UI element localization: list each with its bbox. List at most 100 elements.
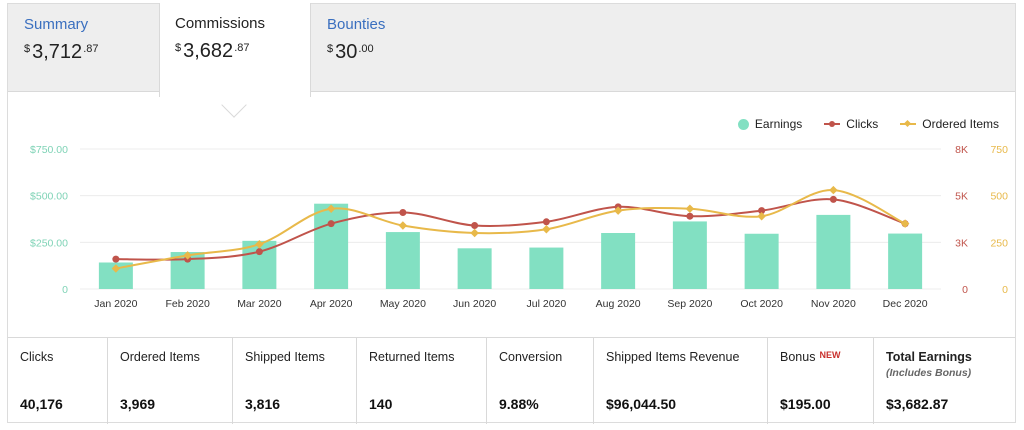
stat-total-earnings: Total Earnings (Includes Bonus) $3,682.8…	[874, 338, 1015, 424]
x-axis-tick-label: Aug 2020	[596, 298, 641, 310]
clicks-point	[829, 195, 837, 203]
tab-commissions-label: Commissions	[175, 15, 266, 32]
ordered-items-axis-tick-label: 500	[990, 191, 1008, 203]
left-axis-tick-label: $250.00	[30, 237, 68, 249]
amount-cents: .87	[83, 43, 99, 55]
earnings-bar	[744, 233, 779, 289]
left-axis-tick-label: 0	[62, 284, 68, 296]
clicks-point	[758, 207, 766, 215]
left-axis-tick-label: $750.00	[30, 144, 68, 156]
ordered-items-point	[326, 204, 336, 213]
chart-legend: Earnings Clicks Ordered Items	[737, 117, 999, 131]
stat-label: Returned Items	[369, 350, 455, 364]
stat-value: 9.88%	[499, 396, 539, 412]
tab-bounties[interactable]: Bounties $ 30 .00	[327, 4, 477, 92]
tab-bounties-label: Bounties	[327, 16, 386, 33]
stat-ordered-items: Ordered Items 3,969	[108, 338, 233, 424]
clicks-point	[686, 212, 694, 220]
stat-shipped-items-revenue: Shipped Items Revenue $96,044.50	[594, 338, 768, 424]
clicks-line	[115, 198, 906, 261]
tab-summary-label: Summary	[24, 16, 89, 33]
ordered-items-point	[829, 185, 838, 195]
clicks-point	[542, 218, 550, 226]
stat-label: Shipped Items	[245, 350, 325, 364]
legend-item-earnings[interactable]: Earnings	[737, 117, 803, 131]
stat-label: Bonus NEW	[780, 350, 873, 364]
x-axis-tick-label: Jul 2020	[527, 298, 567, 310]
legend-label: Earnings	[754, 117, 803, 131]
x-axis-tick-label: Mar 2020	[237, 298, 282, 310]
ordered-items-point	[470, 228, 479, 238]
currency-symbol: $	[327, 43, 334, 55]
clicks-axis-tick-label: 8K	[955, 144, 968, 156]
currency-symbol: $	[175, 42, 182, 54]
legend-label: Ordered Items	[922, 117, 999, 131]
earnings-bar	[816, 214, 851, 289]
amount-whole: 30	[335, 41, 358, 63]
left-axis-tick-label: $500.00	[30, 191, 68, 203]
earnings-dot-icon	[737, 118, 749, 130]
clicks-line-icon	[824, 119, 841, 129]
clicks-axis-tick-label: 5K	[955, 191, 968, 203]
tab-commissions[interactable]: Commissions $ 3,682 .87	[159, 3, 311, 97]
x-axis-tick-label: Jun 2020	[453, 298, 496, 310]
amount-whole: 3,682	[183, 40, 234, 62]
earnings-bar	[457, 248, 492, 289]
tab-bounties-amount: $ 30 .00	[327, 41, 477, 64]
ordered-items-axis-tick-label: 250	[990, 237, 1008, 249]
tab-commissions-amount: $ 3,682 .87	[175, 40, 310, 63]
x-axis-tick-label: Nov 2020	[811, 298, 856, 310]
x-axis-tick-label: May 2020	[380, 298, 426, 310]
legend-item-ordered-items[interactable]: Ordered Items	[900, 117, 999, 131]
tab-summary-amount: $ 3,712 .87	[24, 41, 154, 64]
earnings-bar	[672, 221, 707, 289]
stat-label: Shipped Items Revenue	[606, 350, 740, 364]
stat-label: Conversion	[499, 350, 563, 364]
ordered-items-line-icon	[900, 119, 917, 129]
ordered-items-point	[685, 204, 695, 213]
stat-conversion: Conversion 9.88%	[487, 338, 594, 424]
ordered-items-point	[398, 221, 408, 230]
ordered-items-point	[757, 211, 766, 221]
x-axis-tick-label: Feb 2020	[165, 298, 210, 310]
stat-label: Total Earnings	[886, 350, 972, 364]
clicks-axis-tick-label: 0	[962, 284, 968, 296]
ordered-items-point	[111, 264, 121, 273]
stat-label: Ordered Items	[120, 350, 200, 364]
clicks-point	[327, 220, 335, 228]
earnings-report-card: Summary $ 3,712 .87 Commissions $ 3,682 …	[7, 3, 1016, 424]
earnings-chart: 0 0 0 $250.00 3K 250 $500.00 5K 500 $750.00 8K 750 J…	[30, 144, 1008, 310]
stat-value: $96,044.50	[606, 396, 677, 412]
stats-row: Clicks 40,176 Ordered Items 3,969 Shippe…	[8, 337, 1015, 424]
stat-bonus: Bonus NEW $195.00	[768, 338, 874, 424]
stat-returned-items: Returned Items 140	[357, 338, 487, 424]
stat-value: 3,969	[120, 396, 156, 412]
stat-label: Clicks	[20, 350, 54, 364]
clicks-axis-tick-label: 3K	[955, 237, 968, 249]
earnings-bar	[385, 232, 420, 289]
stat-value: 3,816	[245, 396, 281, 412]
ordered-items-point	[255, 239, 264, 249]
x-axis-tick-label: Jan 2020	[94, 298, 137, 310]
legend-label: Clicks	[846, 117, 879, 131]
currency-symbol: $	[24, 43, 31, 55]
stat-label-text: Bonus	[780, 350, 816, 364]
stat-value: 140	[369, 396, 393, 412]
new-badge: NEW	[819, 350, 841, 360]
ordered-items-point	[183, 251, 192, 260]
stat-value: $3,682.87	[886, 396, 949, 412]
x-axis-tick-label: Apr 2020	[310, 298, 353, 310]
stat-clicks: Clicks 40,176	[8, 338, 108, 424]
earnings-bar	[314, 203, 349, 289]
tab-bar: Summary $ 3,712 .87 Commissions $ 3,682 …	[8, 3, 1015, 97]
amount-cents: .00	[358, 43, 374, 55]
earnings-bar	[529, 247, 564, 289]
ordered-items-axis-tick-label: 0	[1002, 284, 1008, 296]
tab-summary[interactable]: Summary $ 3,712 .87	[24, 4, 154, 92]
x-axis-tick-label: Dec 2020	[883, 298, 928, 310]
x-axis-tick-label: Sep 2020	[667, 298, 712, 310]
legend-item-clicks[interactable]: Clicks	[824, 117, 878, 131]
stat-value: 40,176	[20, 396, 63, 412]
clicks-point	[255, 248, 263, 256]
earnings-bar	[888, 233, 923, 289]
